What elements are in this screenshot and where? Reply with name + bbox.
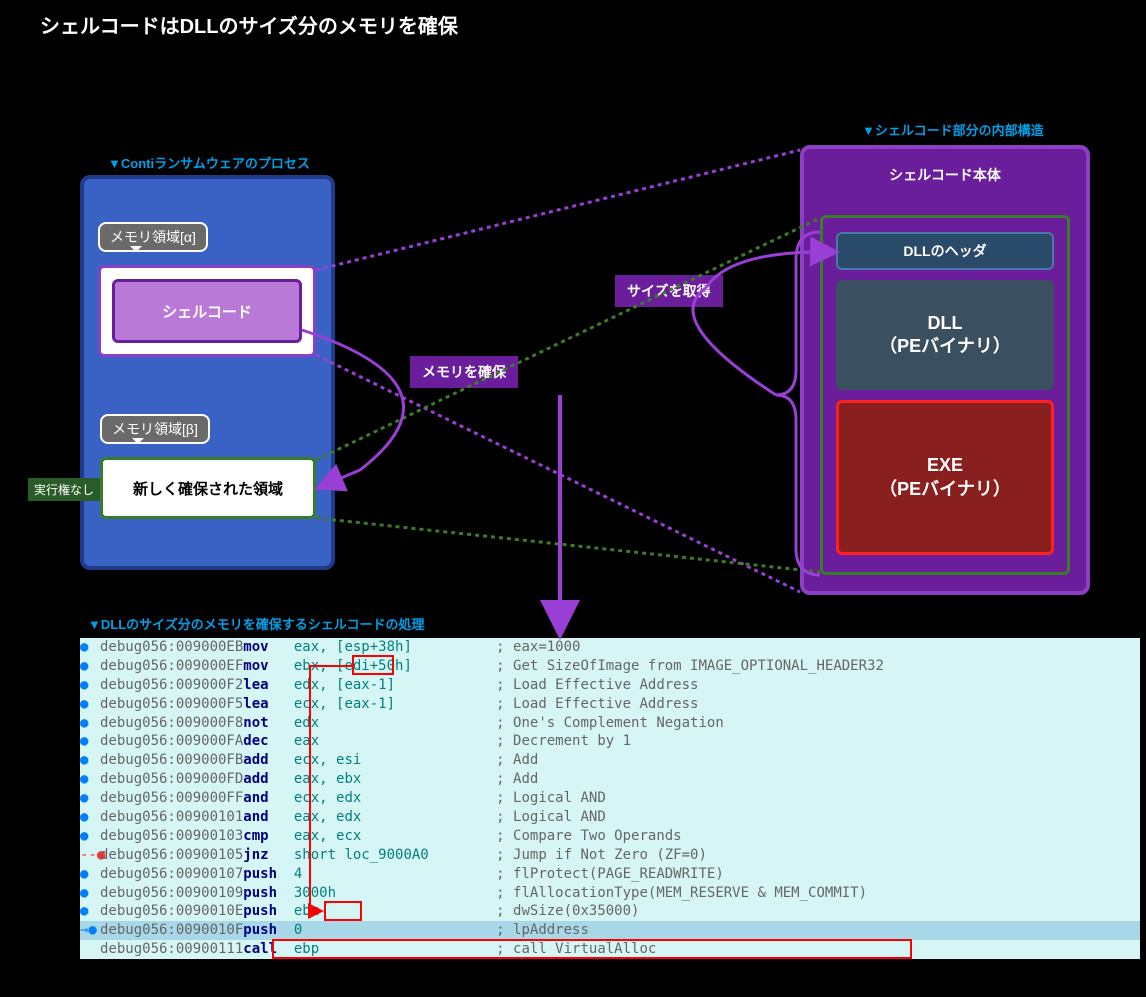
mem-beta-box: 新しく確保された領域 [100,457,316,519]
code-row: ● debug056:00900103 cmp eax, ecx ; Compa… [80,827,1140,846]
redbox-ebx-2 [324,901,362,921]
code-row: ● debug056:00900109 push 3000h ; flAlloc… [80,884,1140,903]
badge-mem-beta: メモリ領域[β] [100,414,210,444]
dll-header-label: DLLのヘッダ [903,241,986,261]
code-row: →● debug056:0090010F push 0 ; lpAddress [80,921,1140,940]
shellcode-label: シェルコード [162,301,252,322]
shellcode-body-label: シェルコード本体 [800,165,1090,185]
badge-mem-alpha: メモリ領域[α] [98,222,208,252]
disassembly-panel: ● debug056:009000EB mov eax, [esp+38h] ;… [80,638,1140,959]
tag-no-exec: 実行権なし [28,478,100,501]
code-row: ● debug056:009000F5 lea ecx, [eax-1] ; L… [80,695,1140,714]
code-row: ● debug056:009000EF mov ebx, [edi+50h] ;… [80,657,1140,676]
action-get-size: サイズを取得 [615,275,723,307]
code-row: ● debug056:0090010E push ebx ; dwSize(0x… [80,902,1140,921]
code-row: ● debug056:00900101 and eax, edx ; Logic… [80,808,1140,827]
code-row: ● debug056:009000F2 lea edx, [eax-1] ; L… [80,676,1140,695]
dll-header-box: DLLのヘッダ [836,232,1054,270]
redbox-call [272,939,912,959]
dll-pe-label: DLL （PEバイナリ） [879,312,1011,359]
code-row: ● debug056:00900107 push 4 ; flProtect(P… [80,865,1140,884]
page-title: シェルコードはDLLのサイズ分のメモリを確保 [40,10,458,39]
code-row: ● debug056:009000FD add eax, ebx ; Add [80,770,1140,789]
exe-pe-label: EXE （PEバイナリ） [879,454,1011,501]
dll-pe-box: DLL （PEバイナリ） [836,280,1054,390]
code-row: ● debug056:009000FB add ecx, esi ; Add [80,751,1140,770]
label-shellcode-struct: ▼シェルコード部分の内部構造 [862,120,1044,139]
code-row: ● debug056:009000EB mov eax, [esp+38h] ;… [80,638,1140,657]
label-code-section: ▼DLLのサイズ分のメモリを確保するシェルコードの処理 [88,614,425,633]
mem-alpha-inner: シェルコード [112,279,302,343]
code-row: ● debug056:009000FF and ecx, edx ; Logic… [80,789,1140,808]
code-row: --●debug056:00900105 jnz short loc_9000A… [80,846,1140,865]
code-row: ● debug056:009000F8 not edx ; One's Comp… [80,714,1140,733]
action-alloc-mem: メモリを確保 [410,356,518,388]
exe-pe-box: EXE （PEバイナリ） [836,400,1054,555]
label-conti-process: ▼Contiランサムウェアのプロセス [108,153,310,172]
code-row: ● debug056:009000FA dec eax ; Decrement … [80,732,1140,751]
new-region-label: 新しく確保された領域 [133,478,283,499]
redbox-ebx-1 [352,655,394,675]
